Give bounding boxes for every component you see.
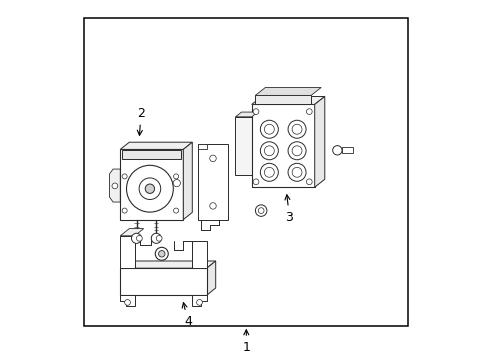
Circle shape [264, 167, 274, 177]
Circle shape [287, 120, 305, 138]
Polygon shape [192, 241, 206, 268]
Polygon shape [183, 142, 192, 220]
Circle shape [122, 174, 127, 179]
Polygon shape [197, 144, 228, 220]
Circle shape [209, 203, 216, 209]
Polygon shape [120, 295, 134, 306]
Text: 1: 1 [242, 330, 250, 354]
Circle shape [291, 167, 302, 177]
Circle shape [291, 146, 302, 156]
Bar [120, 149, 183, 220]
Circle shape [131, 233, 141, 243]
Text: 2: 2 [137, 107, 144, 135]
Circle shape [264, 124, 274, 134]
Text: 3: 3 [285, 195, 293, 224]
Circle shape [306, 179, 311, 185]
Circle shape [156, 235, 162, 241]
Circle shape [124, 300, 130, 305]
Polygon shape [120, 229, 143, 236]
Bar [120, 268, 206, 295]
Bar [251, 104, 314, 187]
Circle shape [173, 208, 178, 213]
Circle shape [253, 179, 258, 185]
Bar [197, 144, 206, 149]
Polygon shape [235, 117, 251, 175]
Polygon shape [314, 96, 324, 187]
Circle shape [287, 163, 305, 181]
Bar [122, 150, 181, 159]
Circle shape [264, 146, 274, 156]
Polygon shape [255, 87, 321, 95]
Polygon shape [206, 261, 215, 295]
Circle shape [155, 247, 168, 260]
Bar [342, 148, 352, 153]
Circle shape [122, 208, 127, 213]
Circle shape [136, 235, 142, 241]
Circle shape [291, 124, 302, 134]
Circle shape [112, 183, 118, 189]
Circle shape [260, 120, 278, 138]
Polygon shape [192, 295, 206, 306]
Polygon shape [251, 96, 324, 104]
Circle shape [126, 165, 173, 212]
Circle shape [209, 155, 216, 162]
Circle shape [139, 178, 161, 199]
Circle shape [260, 163, 278, 181]
Circle shape [173, 174, 178, 179]
Polygon shape [109, 169, 120, 202]
Circle shape [253, 109, 258, 114]
Bar [84, 18, 407, 326]
Circle shape [260, 142, 278, 160]
Circle shape [255, 205, 266, 216]
Circle shape [173, 180, 180, 187]
Circle shape [258, 208, 264, 213]
Circle shape [287, 142, 305, 160]
Polygon shape [120, 236, 134, 268]
Circle shape [151, 233, 161, 243]
Circle shape [145, 184, 154, 193]
Polygon shape [235, 112, 257, 117]
Polygon shape [120, 142, 192, 149]
Text: 4: 4 [182, 303, 191, 328]
Circle shape [196, 300, 202, 305]
Bar [255, 95, 310, 104]
Circle shape [306, 109, 311, 114]
Polygon shape [120, 261, 215, 268]
Circle shape [158, 251, 164, 257]
Circle shape [332, 146, 342, 155]
